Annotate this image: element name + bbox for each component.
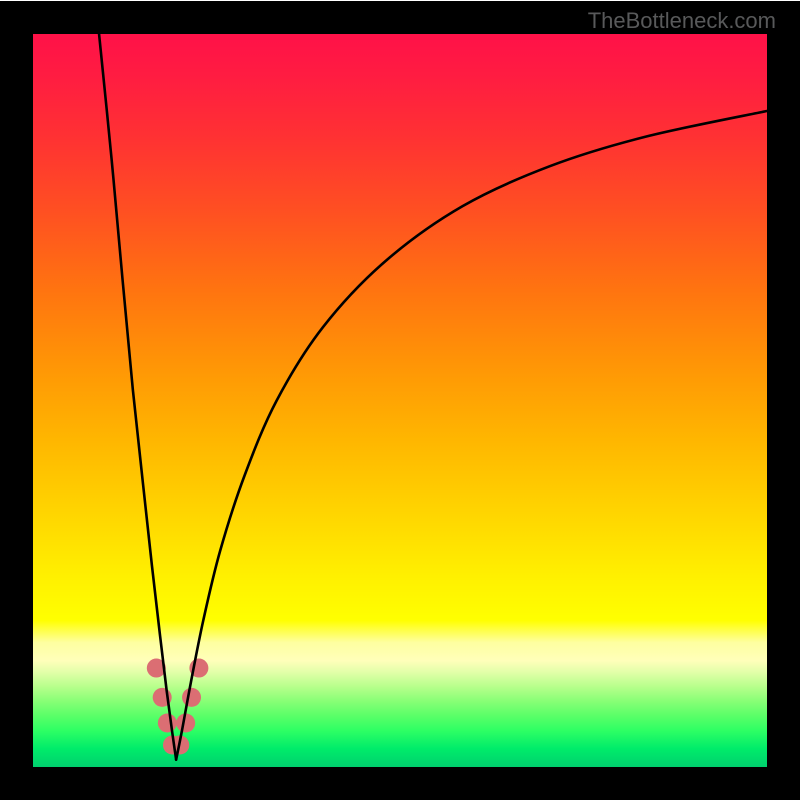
- chart-svg: [33, 34, 767, 767]
- source-label: TheBottleneck.com: [588, 8, 776, 34]
- plot-area: [33, 34, 767, 767]
- gradient-background: [33, 34, 767, 767]
- cusp-marker: [158, 714, 177, 733]
- cusp-marker: [182, 688, 201, 707]
